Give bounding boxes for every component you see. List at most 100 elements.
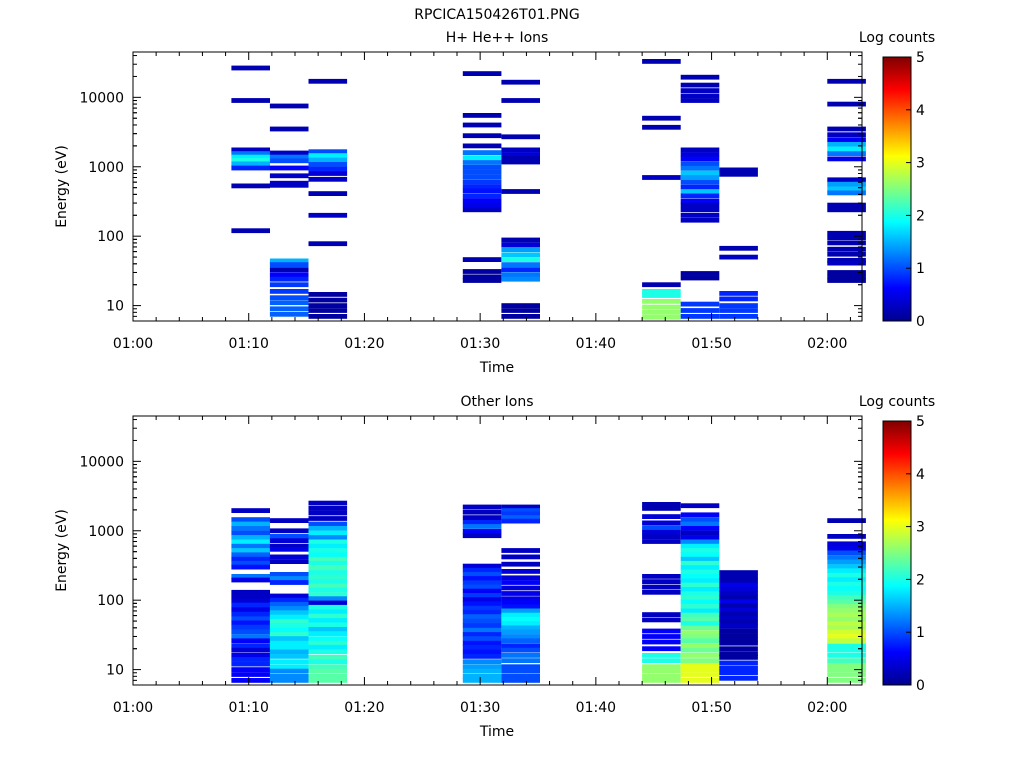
heatmap-cell <box>501 511 540 517</box>
heatmap-cell <box>462 524 502 529</box>
heatmap-cell <box>680 275 720 281</box>
heatmap-cell <box>231 526 270 531</box>
heatmap-cell <box>269 632 309 637</box>
x-tick-label: 01:30 <box>460 700 500 716</box>
heatmap-cell <box>827 658 866 663</box>
heatmap-cell <box>501 159 540 165</box>
heatmap-cell <box>308 583 348 589</box>
heatmap-cell <box>719 303 758 308</box>
heatmap-cell <box>719 640 758 646</box>
heatmap-cell <box>308 510 348 516</box>
colorbar-tick-label: 1 <box>916 261 925 277</box>
heatmap-cell <box>308 618 348 623</box>
heatmap-cell <box>827 599 866 605</box>
heatmap-cell <box>827 643 866 649</box>
heatmap-cell <box>462 673 502 679</box>
heatmap-cell <box>308 297 348 303</box>
heatmap-cell <box>231 183 270 189</box>
heatmap-cell <box>680 535 720 540</box>
heatmap-cell <box>269 664 309 670</box>
heatmap-cell <box>827 240 866 246</box>
heatmap-cell <box>308 526 348 531</box>
heatmap-cell <box>269 668 309 674</box>
heatmap-cell <box>462 174 502 180</box>
x-axis-label: Time <box>479 360 514 376</box>
heatmap-cell <box>308 166 348 172</box>
heatmap-cell <box>462 202 502 208</box>
heatmap-cell <box>269 606 309 611</box>
heatmap-cell <box>719 628 758 634</box>
heatmap-cell <box>231 517 270 522</box>
heatmap-cell <box>827 126 866 132</box>
heatmap-cell <box>680 608 720 614</box>
heatmap-cell <box>680 658 720 663</box>
heatmap-cell <box>827 257 866 263</box>
heatmap-cell <box>680 152 720 157</box>
heatmap-cell <box>231 602 270 608</box>
x-tick-label: 01:40 <box>576 700 616 716</box>
colorbar-tick-label: 1 <box>916 625 925 641</box>
heatmap-cell <box>501 575 540 581</box>
heatmap-cell <box>827 235 866 241</box>
heatmap-cell <box>308 212 348 218</box>
heatmap-cell <box>269 154 309 160</box>
heatmap-cell <box>680 82 720 88</box>
heatmap-cell <box>231 598 270 604</box>
heatmap-cell <box>231 672 270 677</box>
heatmap-cell <box>680 193 720 199</box>
heatmap-cell <box>827 678 866 683</box>
heatmap-cell <box>269 103 309 109</box>
heatmap-cell <box>680 301 720 307</box>
heatmap-cell <box>269 627 309 633</box>
heatmap-cell <box>680 578 720 584</box>
heatmap-cell <box>642 668 681 674</box>
heatmap-cell <box>231 161 270 167</box>
heatmap-cell <box>462 567 502 573</box>
heatmap-cell <box>501 257 540 262</box>
y-tick-label: 10000 <box>79 454 124 470</box>
heatmap-cell <box>642 589 681 595</box>
heatmap-cell <box>269 614 309 620</box>
heatmap-cell <box>501 621 540 626</box>
heatmap-cell <box>501 643 540 649</box>
heatmap-cell <box>308 570 348 575</box>
heatmap-cell <box>269 311 309 317</box>
heatmap-cell <box>680 604 720 609</box>
x-axis-label: Time <box>479 724 514 740</box>
heatmap-cell <box>462 614 502 619</box>
heatmap-cell <box>642 59 681 64</box>
heatmap-cell <box>462 640 502 646</box>
heatmap-cell <box>501 658 540 663</box>
heatmap-cell <box>269 528 309 534</box>
heatmap-cell <box>308 636 348 641</box>
heatmap-cell <box>308 500 348 506</box>
heatmap-cell <box>308 314 348 319</box>
heatmap-cell <box>680 621 720 626</box>
heatmap-cell <box>680 560 720 566</box>
heatmap-cell <box>231 521 270 527</box>
heatmap-cell <box>269 597 309 603</box>
heatmap-cell <box>501 629 540 635</box>
heatmap-cell <box>308 516 348 521</box>
heatmap-cell <box>308 153 348 158</box>
heatmap-cell <box>680 599 720 605</box>
heatmap-cell <box>680 548 720 553</box>
heatmap-cell <box>827 612 866 618</box>
heatmap-cell <box>308 548 348 553</box>
heatmap-cell <box>501 303 540 308</box>
heatmap-cell <box>269 150 309 156</box>
colorbar-tick-label: 0 <box>916 678 925 694</box>
heatmap-cell <box>827 550 866 556</box>
heatmap-cell <box>269 182 309 188</box>
heatmap-cell <box>642 282 681 288</box>
heatmap-cell <box>501 647 540 653</box>
heatmap-cell <box>269 559 309 564</box>
heatmap-cell <box>680 308 720 313</box>
heatmap-cell <box>680 198 720 204</box>
heatmap-cell <box>827 577 866 583</box>
heatmap-cell <box>719 633 758 638</box>
heatmap-cell <box>501 156 540 161</box>
panel-other-ions: Other Ions 01:00 01:10 01:20 01:30 01:40 01:50… <box>54 394 935 740</box>
heatmap-cell <box>231 530 270 536</box>
colorbar-tick-label: 5 <box>916 50 925 66</box>
